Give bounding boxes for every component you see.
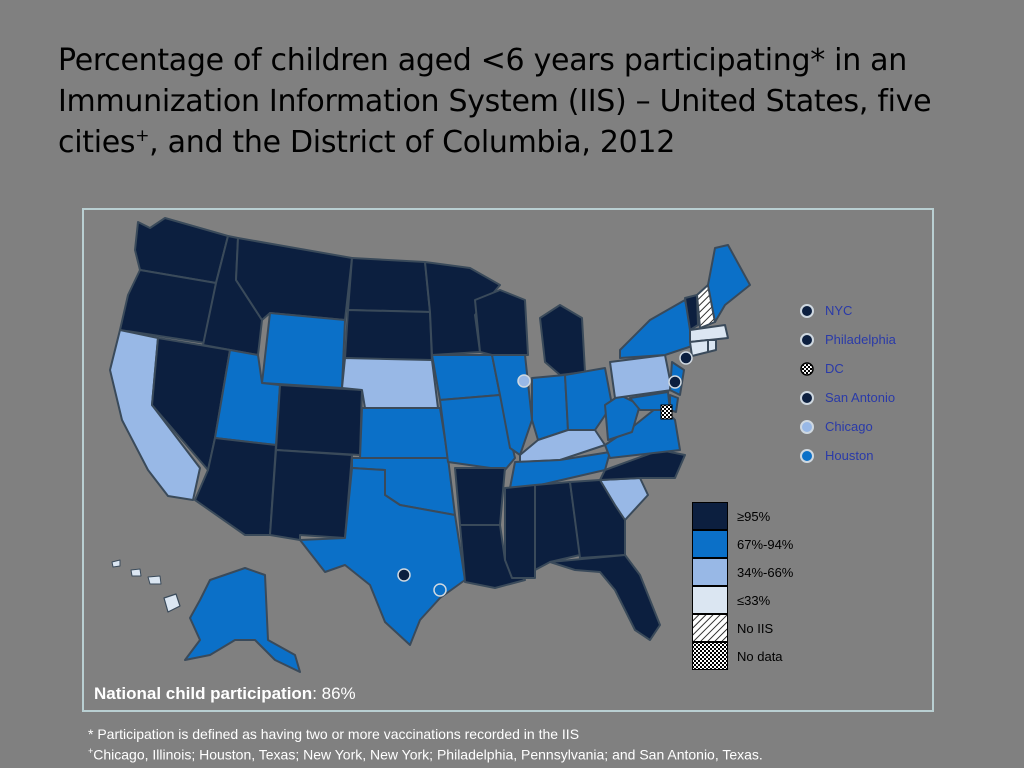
legend-label-no-data: No data <box>737 649 783 664</box>
title-line-3: cities+, and the District of Columbia, 2… <box>58 122 958 163</box>
legend-swatch-ge95 <box>692 502 728 530</box>
state-maine <box>707 244 751 323</box>
state-montana <box>235 237 353 321</box>
city-label-houston: Houston <box>825 448 874 463</box>
legend-row-no-data: No data <box>692 642 842 670</box>
legend-row-no-iis: No IIS <box>692 614 842 642</box>
state-massachusetts <box>689 324 729 343</box>
footnote-2-sup: + <box>88 746 94 756</box>
hawaii-island-small-1 <box>111 559 121 568</box>
state-alaska <box>184 567 301 673</box>
legend-label-le33: ≤33% <box>737 593 771 608</box>
state-oregon <box>119 269 217 344</box>
legend-swatch-67-94 <box>692 530 728 558</box>
state-florida <box>549 554 661 641</box>
title-line-3-post: , and the District of Columbia, 2012 <box>149 125 675 160</box>
national-participation-label: National child participation <box>94 684 313 703</box>
state-rhode-island <box>707 339 717 353</box>
city-label-dc: DC <box>825 361 844 376</box>
legend-swatch-le33 <box>692 586 728 614</box>
state-vermont <box>684 294 699 331</box>
marker-houston <box>433 583 447 597</box>
state-new-mexico <box>269 449 353 541</box>
national-participation-value: : 86% <box>312 684 356 703</box>
state-wisconsin <box>474 289 529 356</box>
city-marker-houston <box>800 449 814 463</box>
state-michigan <box>539 304 586 376</box>
legend-row-ge95: ≥95% <box>692 502 842 530</box>
state-wyoming <box>261 312 346 389</box>
marker-philadelphia <box>668 375 682 389</box>
footnote-2: +Chicago, Illinois; Houston, Texas; New … <box>88 746 763 763</box>
state-texas <box>299 467 466 646</box>
title-line-2: Immunization Information System (IIS) – … <box>58 84 932 119</box>
marker-san-antonio <box>397 568 411 582</box>
state-indiana <box>531 374 569 441</box>
city-legend-row: Philadelphia <box>798 331 928 351</box>
legend-label-ge95: ≥95% <box>737 509 771 524</box>
map-frame <box>82 208 934 712</box>
state-north-dakota <box>347 257 431 313</box>
city-marker-nyc <box>800 304 814 318</box>
title-dagger: + <box>135 126 150 146</box>
state-alabama <box>534 481 581 571</box>
state-new-york <box>619 299 696 359</box>
legend-row-le33: ≤33% <box>692 586 842 614</box>
state-connecticut <box>689 339 709 357</box>
state-mississippi <box>504 484 536 579</box>
city-legend-row: San Antonio <box>798 389 928 409</box>
footnote-1: * Participation is defined as having two… <box>88 726 580 742</box>
city-legend-row: NYC <box>798 302 928 322</box>
city-legend-row: Houston <box>798 447 928 467</box>
state-iowa <box>431 354 501 401</box>
city-legend-row: DC <box>798 360 928 380</box>
legend-label-34-66: 34%-66% <box>737 565 794 580</box>
state-arkansas <box>454 467 506 526</box>
legend-label-no-iis: No IIS <box>737 621 774 636</box>
state-pennsylvania <box>609 354 673 399</box>
city-marker-chicago <box>800 420 814 434</box>
city-marker-dc <box>800 362 814 376</box>
hawaii-island-small-2 <box>130 568 142 577</box>
city-legend-row: Chicago <box>798 418 928 438</box>
city-label-nyc: NYC <box>825 303 853 318</box>
marker-chicago <box>517 374 531 388</box>
page-title: Percentage of children aged <6 years par… <box>58 40 958 163</box>
city-label-philadelphia: Philadelphia <box>825 332 896 347</box>
city-marker-san-antonio <box>800 391 814 405</box>
hawaii-island-small-3 <box>147 575 162 585</box>
state-south-dakota <box>344 309 433 363</box>
state-ohio <box>564 367 613 431</box>
legend-swatch-no-data <box>692 642 728 670</box>
footnote-2-text: Chicago, Illinois; Houston, Texas; New Y… <box>93 746 763 763</box>
marker-nyc <box>679 351 693 365</box>
legend-swatch-34-66 <box>692 558 728 586</box>
city-marker-philadelphia <box>800 333 814 347</box>
state-kansas <box>359 407 449 459</box>
state-colorado <box>275 384 363 456</box>
legend-label-67-94: 67%-94% <box>737 537 794 552</box>
legend-swatch-no-iis <box>692 614 728 642</box>
title-line-3-pre: cities <box>58 125 136 160</box>
legend-row-67-94: 67%-94% <box>692 530 842 558</box>
city-label-chicago: Chicago <box>825 419 873 434</box>
national-participation: National child participation: 86% <box>94 684 356 704</box>
dc-marker <box>660 404 673 420</box>
state-hawaii <box>163 593 181 613</box>
city-label-san-antonio: San Antonio <box>825 390 896 405</box>
state-missouri <box>439 394 516 471</box>
legend-row-34-66: 34%-66% <box>692 558 842 586</box>
title-line-1: Percentage of children aged <6 years par… <box>58 43 907 78</box>
